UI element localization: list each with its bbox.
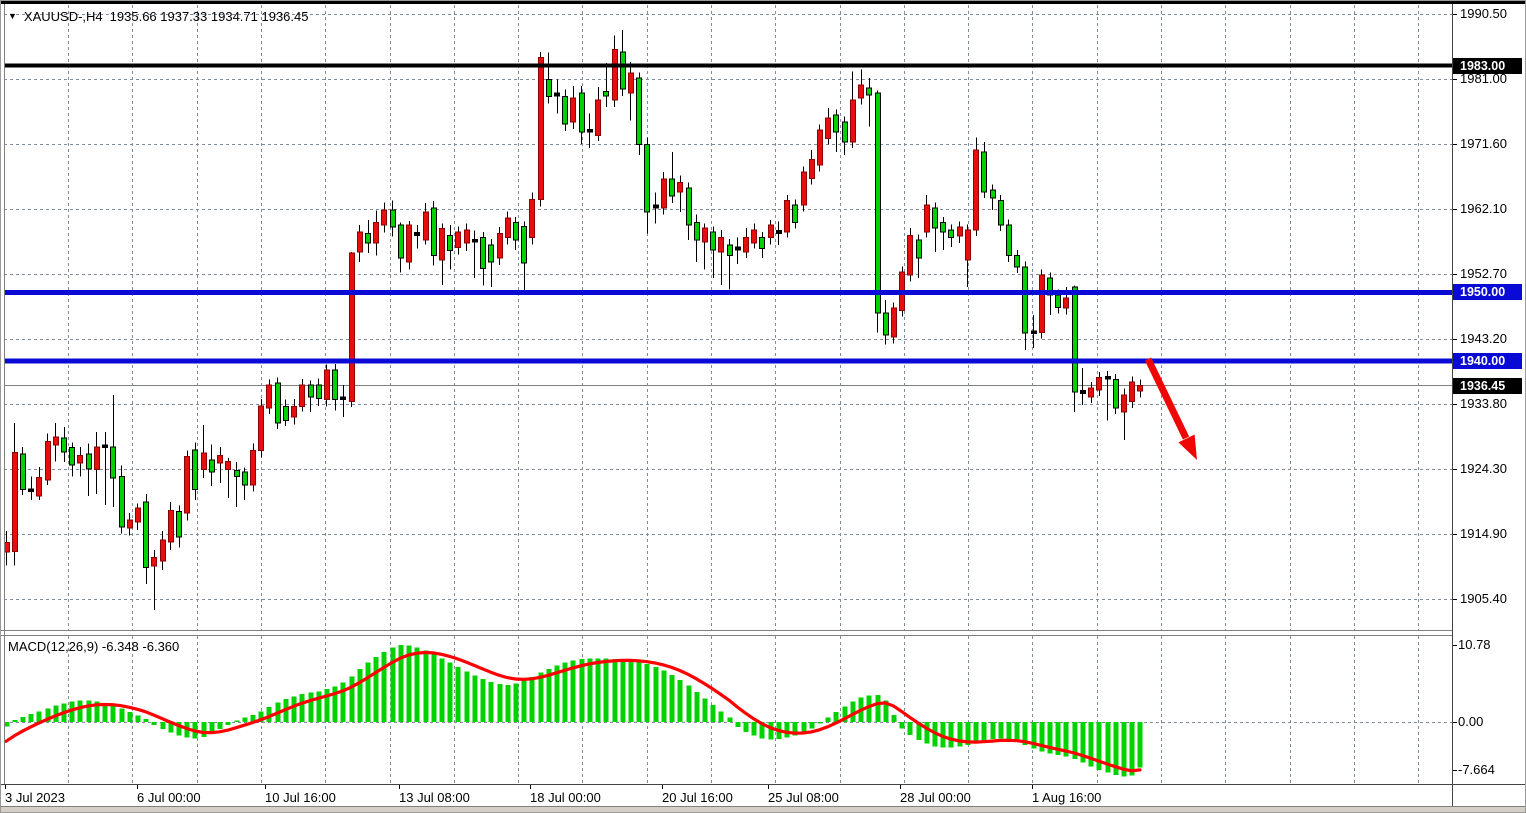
- price-badge-1940.00: 1940.00: [1453, 353, 1522, 370]
- chart-title: ▼ XAUUSD-,H4 1935.66 1937.33 1934.71 193…: [8, 9, 308, 24]
- price-axis-label-1905.40: 1905.40: [1460, 590, 1507, 606]
- price-badge-1950.00: 1950.00: [1453, 284, 1522, 301]
- sell-arrow: [1144, 357, 1190, 440]
- price-axis-label-1971.60: 1971.60: [1460, 135, 1507, 151]
- price-axis-label-1924.30: 1924.30: [1460, 461, 1507, 477]
- time-axis-label: 3 Jul 2023: [5, 790, 65, 805]
- price-axis-label-1943.20: 1943.20: [1460, 331, 1507, 347]
- time-axis-label: 13 Jul 08:00: [399, 790, 470, 805]
- time-axis-label: 28 Jul 00:00: [900, 790, 971, 805]
- price-axis-label-1933.80: 1933.80: [1460, 395, 1507, 411]
- symbol-dropdown-icon[interactable]: ▼: [8, 11, 17, 21]
- sell-arrow-head: [1178, 434, 1197, 460]
- macd-axis-label-10.78: 10.78: [1458, 637, 1491, 652]
- price-axis-label-1981.00: 1981.00: [1460, 71, 1507, 87]
- time-axis-label: 25 Jul 08:00: [768, 790, 839, 805]
- macd-signal-line: [4, 650, 1142, 773]
- time-axis-label: 10 Jul 16:00: [265, 790, 336, 805]
- time-axis-label: 18 Jul 00:00: [530, 790, 601, 805]
- time-axis-label: 6 Jul 00:00: [137, 790, 201, 805]
- ohlc-values: 1935.66 1937.33 1934.71 1936.45: [109, 9, 309, 24]
- indicator-label: MACD(12,26,9) -6.348 -6.360: [8, 639, 180, 654]
- price-badge-1983.00: 1983.00: [1453, 57, 1522, 74]
- price-axis-label-1962.10: 1962.10: [1460, 201, 1507, 217]
- price-axis-label-1952.70: 1952.70: [1460, 265, 1507, 281]
- macd-axis-label--7.664: -7.664: [1458, 762, 1495, 777]
- time-axis-label: 1 Aug 16:00: [1032, 790, 1102, 805]
- macd-axis-label-0.00: 0.00: [1458, 714, 1484, 729]
- time-axis-label: 20 Jul 16:00: [662, 790, 733, 805]
- symbol-period-label: XAUUSD-,H4: [23, 9, 103, 24]
- price-badge-1936.45: 1936.45: [1453, 377, 1522, 394]
- price-axis-label-1914.90: 1914.90: [1460, 525, 1507, 541]
- price-axis-label-1990.50: 1990.50: [1460, 6, 1507, 21]
